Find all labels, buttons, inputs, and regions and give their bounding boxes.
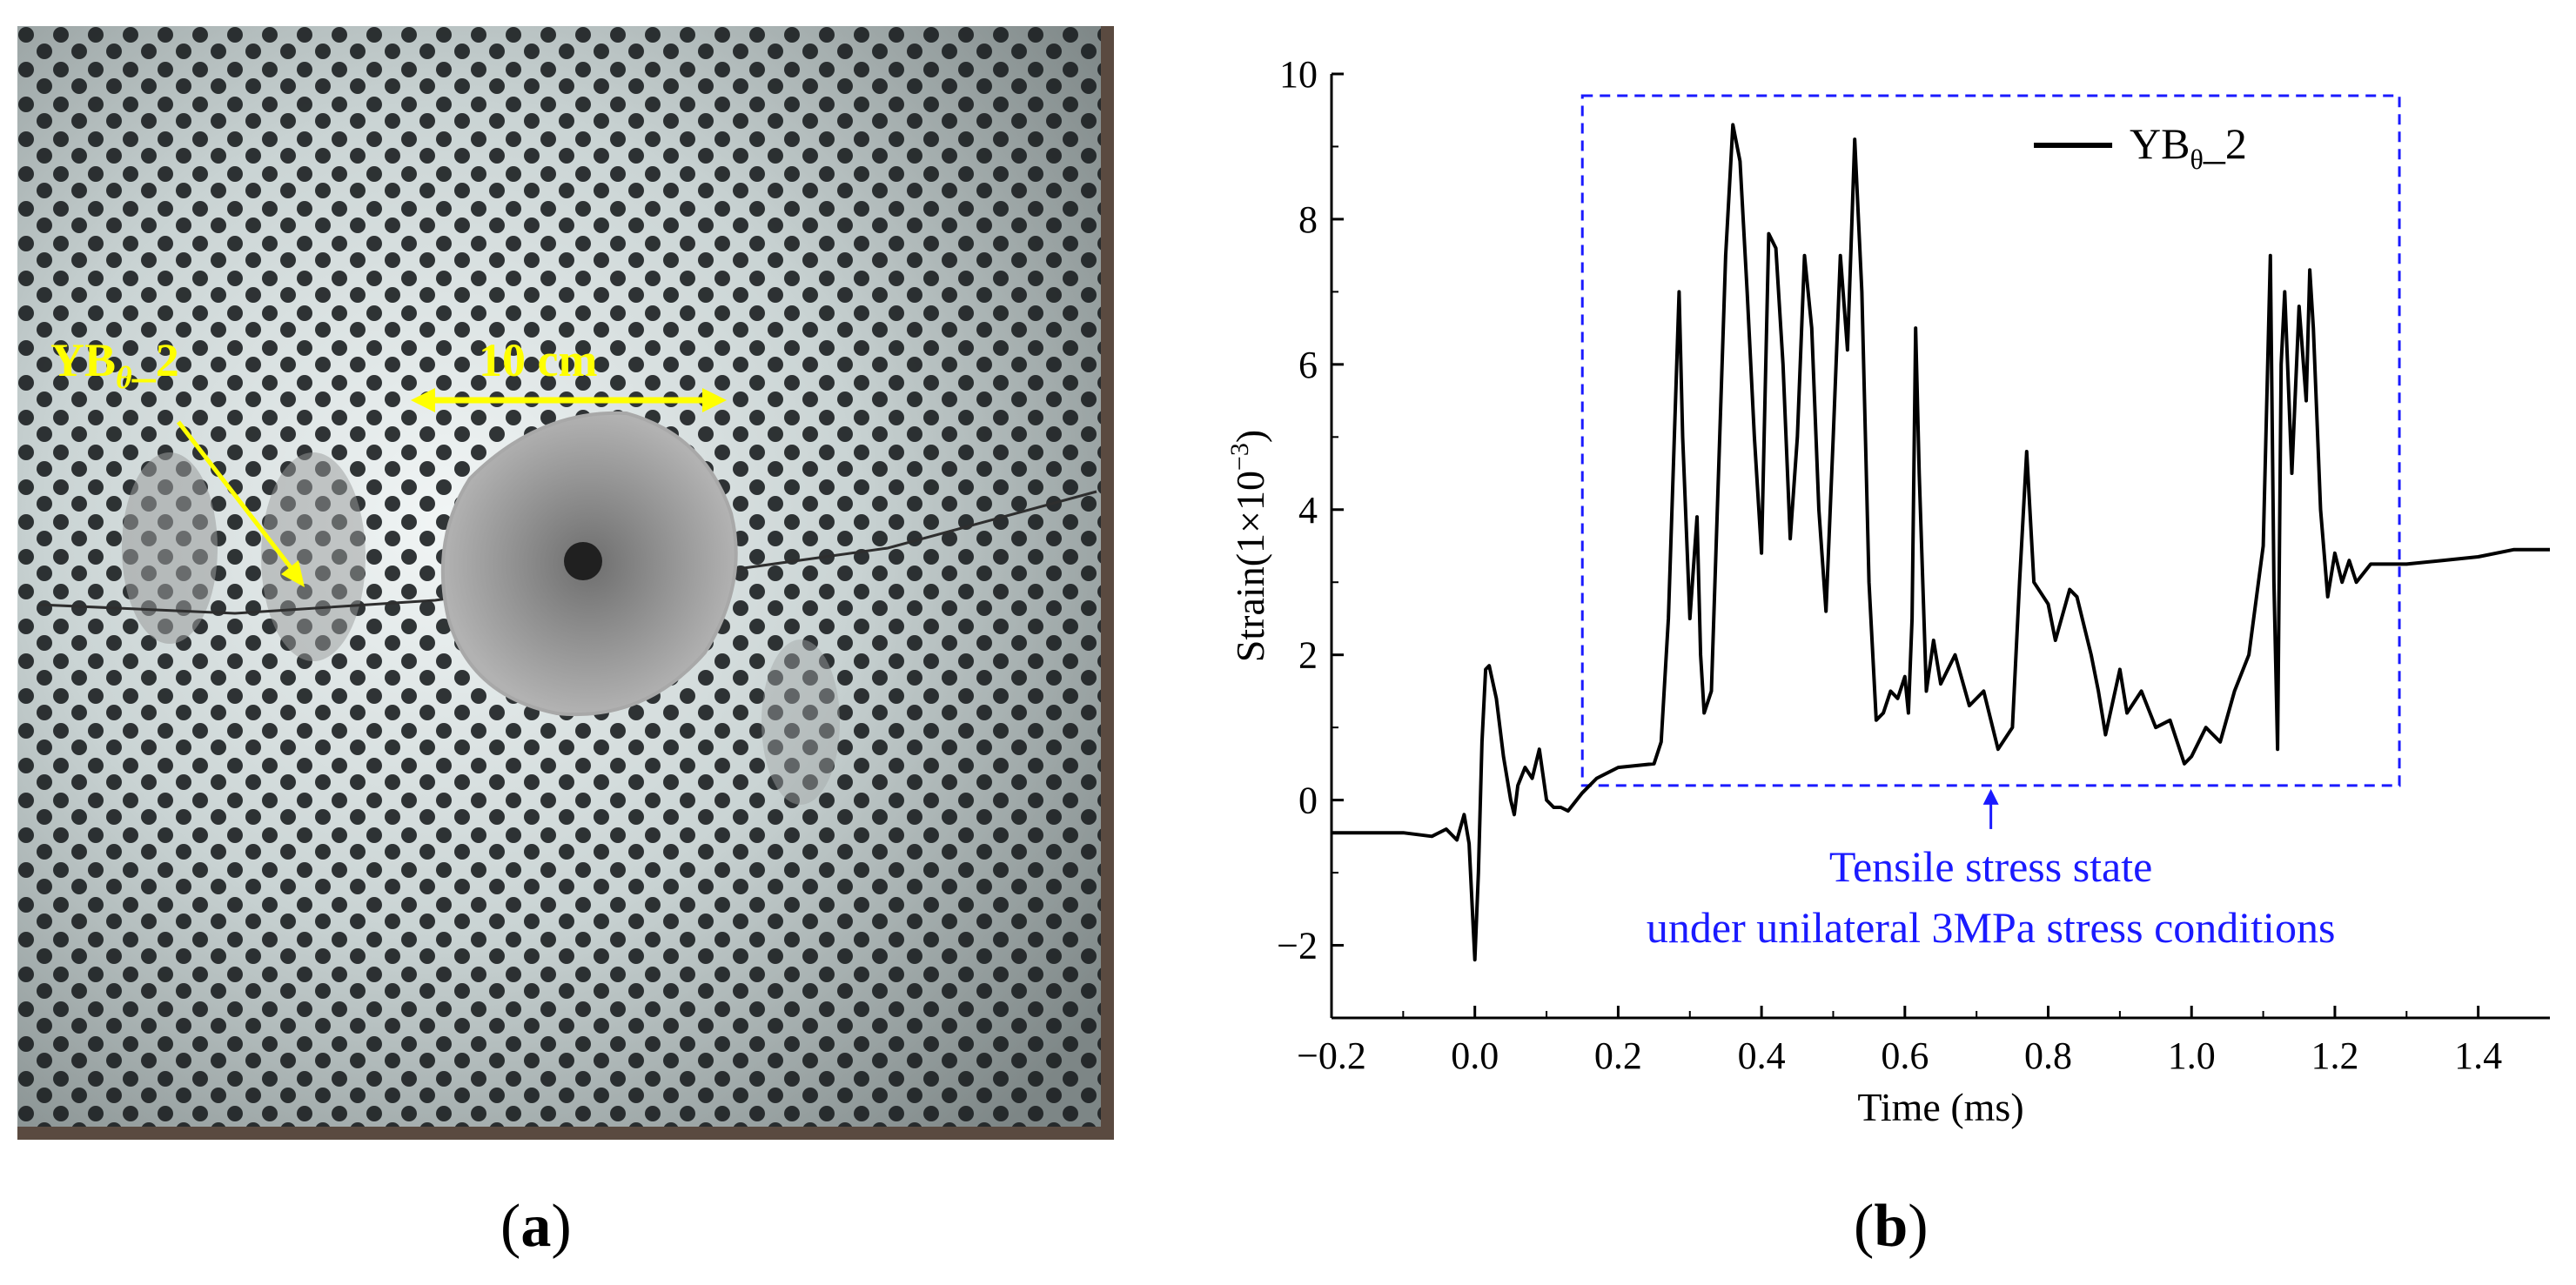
scale-bar-arrow-right	[702, 388, 727, 412]
strain-gauge-patch-left	[122, 452, 218, 644]
y-tick-label: 6	[1298, 344, 1318, 386]
x-tick-label: 0.8	[2024, 1034, 2072, 1077]
y-tick-label: 10	[1279, 53, 1318, 96]
y-tick-label: −2	[1277, 925, 1318, 967]
x-tick-label: 0.6	[1881, 1034, 1929, 1077]
y-tick-label: 0	[1298, 780, 1318, 822]
strain-gauge-patch-right	[761, 639, 840, 805]
x-tick-label: 1.0	[2168, 1034, 2216, 1077]
strain-chart-panel: −0.2 0.0 0.2 0.4 0.6 0.8 1.0 1.2 1.4 −2 0 2 4 6 8 10 Ti…	[1218, 26, 2559, 1157]
annotation-arrowhead	[1982, 788, 1999, 805]
annotation-line-2: under unilateral 3MPa stress conditions	[1647, 903, 2336, 952]
y-tick-label: 4	[1298, 489, 1318, 532]
x-axis-label: Time (ms)	[1857, 1085, 2023, 1129]
x-tick-label: 0.2	[1594, 1034, 1642, 1077]
strain-chart: −0.2 0.0 0.2 0.4 0.6 0.8 1.0 1.2 1.4 −2 0 2 4 6 8 10 Ti…	[1225, 53, 2550, 1129]
x-tick-label: 0.4	[1738, 1034, 1786, 1077]
x-tick-label: 0.0	[1451, 1034, 1499, 1077]
gauge-pointer-line	[177, 420, 298, 576]
panel-caption-a: (a)	[500, 1193, 572, 1260]
gauge-pointer-arrowhead	[281, 560, 305, 587]
blast-hole	[564, 542, 602, 580]
gauge-label: YBθ_2	[50, 334, 179, 395]
annotation-line-1: Tensile stress state	[1829, 842, 2152, 891]
x-tick-label: −0.2	[1297, 1034, 1366, 1077]
tensile-zone-box	[1580, 94, 2401, 787]
specimen-photo-panel: 10 cm YBθ_2	[17, 26, 1114, 1140]
y-tick-label: 2	[1298, 634, 1318, 677]
scale-bar-arrow-left	[411, 388, 435, 412]
series-line-YB_2	[1332, 123, 2550, 962]
y-axis-label: Strain(1×10−3)	[1225, 430, 1272, 662]
panel-caption-b: (b)	[1854, 1193, 1929, 1260]
x-tick-label: 1.4	[2454, 1034, 2502, 1077]
y-tick-label: 8	[1298, 198, 1318, 241]
specimen-photo: 10 cm YBθ_2	[17, 26, 1114, 1140]
scale-bar-label: 10 cm	[479, 334, 597, 386]
legend-label: YBθ_2	[2130, 119, 2247, 175]
strain-gauge-patch-center	[261, 452, 366, 661]
x-tick-label: 1.2	[2311, 1034, 2358, 1077]
